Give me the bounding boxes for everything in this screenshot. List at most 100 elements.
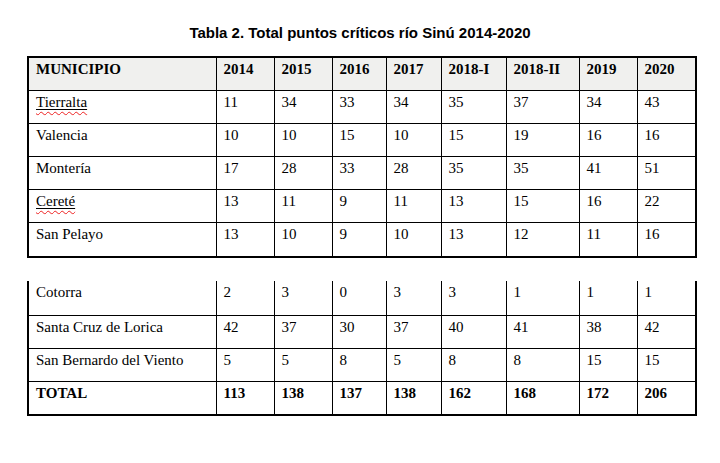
value-cell: 13 [441,222,506,257]
municipality-cell: San Bernardo del Viento [28,348,216,381]
header-row: MUNICIPIO20142015201620172018-I2018-II20… [28,57,696,90]
value-cell: 33 [332,90,386,123]
underlined-word: Cereté [36,193,75,209]
table-row: Cereté131191113151622 [28,189,696,222]
municipality-cell: Montería [28,156,216,189]
value-cell: 35 [441,90,506,123]
value-cell: 3 [274,281,332,315]
municipality-cell: Cotorra [28,281,216,315]
value-cell: 51 [637,156,696,189]
municipality-cell: Santa Cruz de Lorica [28,315,216,348]
total-value-cell: 162 [441,381,506,415]
value-cell: 12 [506,222,579,257]
table-caption: Tabla 2. Total puntos críticos río Sinú … [0,24,720,41]
total-value-cell: 168 [506,381,579,415]
value-cell: 37 [506,90,579,123]
value-cell: 16 [637,123,696,156]
value-cell: 38 [579,315,637,348]
value-cell: 8 [332,348,386,381]
spellcheck-squiggle: Tierralta [36,94,87,110]
municipality-cell: Cereté [28,189,216,222]
value-cell: 11 [579,222,637,257]
critical-points-table-part-2: Cotorra23033111Santa Cruz de Lorica42373… [27,281,697,416]
value-cell: 16 [579,123,637,156]
value-cell: 9 [332,189,386,222]
value-cell: 10 [386,222,441,257]
value-cell: 35 [441,156,506,189]
total-value-cell: 138 [386,381,441,415]
value-cell: 16 [637,222,696,257]
value-cell: 5 [386,348,441,381]
column-header: 2020 [637,57,696,90]
table-row: Valencia1010151015191616 [28,123,696,156]
value-cell: 17 [216,156,274,189]
value-cell: 42 [216,315,274,348]
value-cell: 2 [216,281,274,315]
document-page: Tabla 2. Total puntos críticos río Sinú … [0,0,720,463]
value-cell: 34 [274,90,332,123]
column-header: 2016 [332,57,386,90]
value-cell: 8 [506,348,579,381]
value-cell: 3 [441,281,506,315]
critical-points-table-part-1: MUNICIPIO20142015201620172018-I2018-II20… [27,56,697,258]
total-value-cell: 206 [637,381,696,415]
table-row: Montería1728332835354151 [28,156,696,189]
value-cell: 28 [386,156,441,189]
municipality-cell: Tierralta [28,90,216,123]
value-cell: 43 [637,90,696,123]
value-cell: 15 [637,348,696,381]
value-cell: 28 [274,156,332,189]
value-cell: 1 [579,281,637,315]
total-value-cell: 172 [579,381,637,415]
total-value-cell: 138 [274,381,332,415]
value-cell: 35 [506,156,579,189]
value-cell: 10 [274,123,332,156]
value-cell: 10 [274,222,332,257]
value-cell: 13 [441,189,506,222]
table-row: San Pelayo131091013121116 [28,222,696,257]
table-row: Cotorra23033111 [28,281,696,315]
value-cell: 8 [441,348,506,381]
value-cell: 30 [332,315,386,348]
value-cell: 41 [579,156,637,189]
value-cell: 40 [441,315,506,348]
value-cell: 11 [274,189,332,222]
value-cell: 1 [506,281,579,315]
value-cell: 15 [332,123,386,156]
value-cell: 15 [441,123,506,156]
value-cell: 13 [216,189,274,222]
table-row: San Bernardo del Viento5585881515 [28,348,696,381]
value-cell: 15 [506,189,579,222]
value-cell: 3 [386,281,441,315]
value-cell: 41 [506,315,579,348]
municipality-cell: San Pelayo [28,222,216,257]
table-row: Santa Cruz de Lorica4237303740413842 [28,315,696,348]
value-cell: 13 [216,222,274,257]
value-cell: 11 [216,90,274,123]
total-value-cell: 113 [216,381,274,415]
table-row: Tierralta1134333435373443 [28,90,696,123]
value-cell: 11 [386,189,441,222]
column-header: 2017 [386,57,441,90]
spellcheck-squiggle: Cereté [36,193,75,209]
column-header: 2019 [579,57,637,90]
column-header: 2015 [274,57,332,90]
column-header: 2014 [216,57,274,90]
column-header: MUNICIPIO [28,57,216,90]
value-cell: 19 [506,123,579,156]
total-label-cell: TOTAL [28,381,216,415]
value-cell: 34 [579,90,637,123]
value-cell: 9 [332,222,386,257]
value-cell: 1 [637,281,696,315]
value-cell: 10 [216,123,274,156]
value-cell: 22 [637,189,696,222]
underlined-word: Tierralta [36,94,87,110]
value-cell: 34 [386,90,441,123]
value-cell: 10 [386,123,441,156]
value-cell: 37 [274,315,332,348]
value-cell: 42 [637,315,696,348]
column-header: 2018-II [506,57,579,90]
value-cell: 15 [579,348,637,381]
value-cell: 5 [216,348,274,381]
value-cell: 16 [579,189,637,222]
